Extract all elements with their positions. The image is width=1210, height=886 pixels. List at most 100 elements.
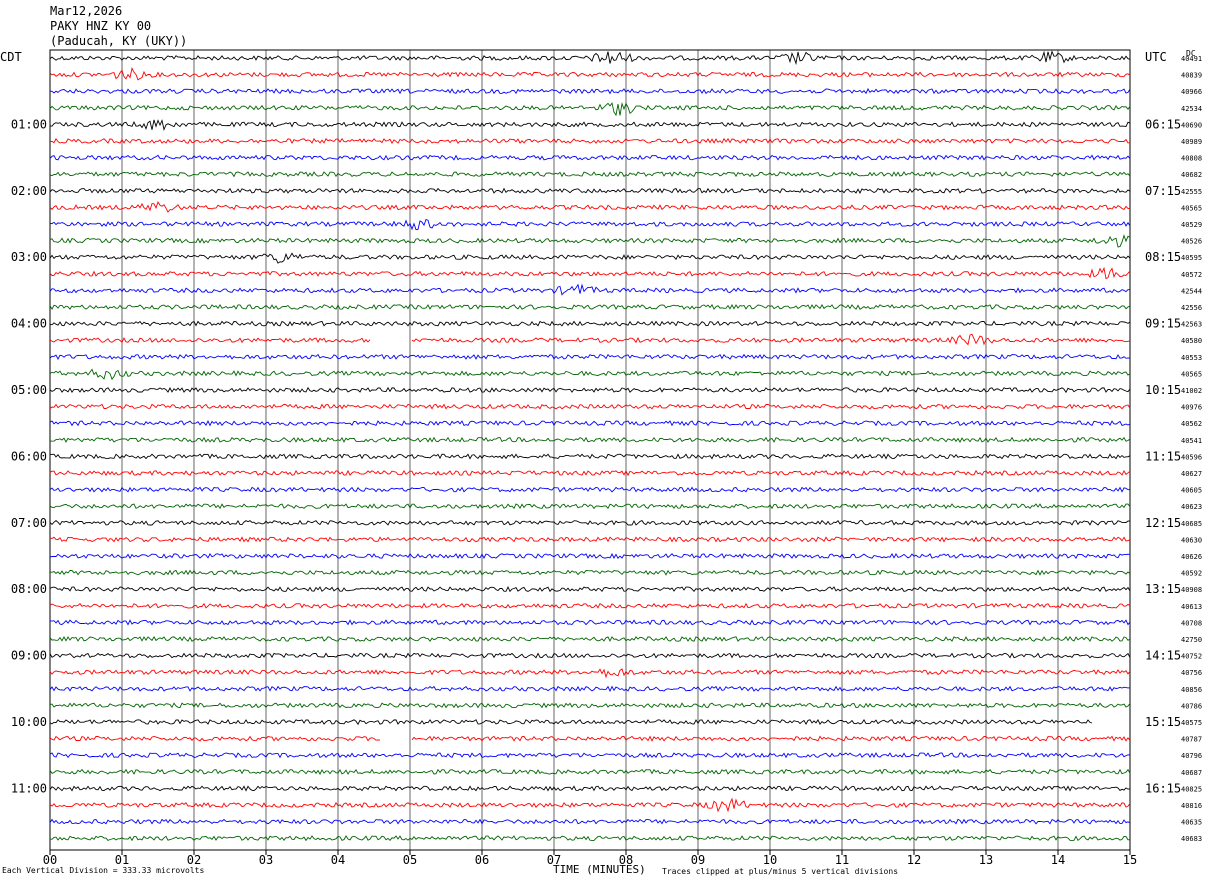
x-tick-label: 13	[979, 853, 993, 867]
trace-42	[49, 752, 1131, 759]
right-hour-label: 07:15	[1145, 184, 1181, 198]
dc-offset-label: 40635	[1181, 819, 1202, 827]
left-timezone-label: CDT	[0, 50, 22, 64]
dc-offset-labels: 40491 40839 40966 42534 40690 40989 40808 40682…	[1181, 55, 1202, 843]
x-tick-label: 12	[907, 853, 921, 867]
vertical-division-note: Each Vertical Division = 333.33 microvol…	[2, 866, 205, 875]
dc-offset-label: 40966	[1181, 88, 1202, 96]
dc-offset-label: 42556	[1181, 304, 1202, 312]
trace-29	[49, 536, 1131, 543]
dc-offset-label: 40690	[1181, 121, 1202, 129]
grid-lines	[49, 49, 1131, 851]
trace-44	[49, 785, 1131, 792]
trace-28	[49, 519, 1131, 526]
trace-47	[49, 835, 1131, 842]
dc-offset-label: 40626	[1181, 553, 1202, 561]
trace-4	[49, 119, 1131, 131]
trace-43	[49, 768, 1131, 775]
dc-offset-label: 40529	[1181, 221, 1202, 229]
dc-offset-label: 40856	[1181, 686, 1202, 694]
right-hour-label: 08:15	[1145, 250, 1181, 264]
dc-offset-label: 40565	[1181, 370, 1202, 378]
trace-22	[49, 420, 1131, 427]
trace-31	[49, 569, 1131, 576]
trace-35	[49, 635, 1131, 643]
right-hour-label: 06:15	[1145, 117, 1181, 131]
dc-offset-label: 40976	[1181, 404, 1202, 412]
right-hour-label: 14:15	[1145, 649, 1181, 663]
dc-offset-label: 40756	[1181, 669, 1202, 677]
dc-offset-label: 40683	[1181, 835, 1202, 843]
left-hour-label: 08:00	[11, 582, 47, 596]
trace-27	[49, 503, 1131, 510]
trace-26	[49, 486, 1130, 493]
trace-23	[49, 436, 1131, 443]
trace-36	[49, 652, 1131, 659]
right-hour-label: 16:15	[1145, 781, 1181, 795]
left-hour-label: 11:00	[11, 781, 47, 795]
trace-12	[49, 252, 1131, 264]
dc-offset-label: 40491	[1181, 55, 1202, 63]
trace-40	[49, 718, 1093, 726]
dc-offset-label: 41002	[1181, 387, 1202, 395]
trace-6	[49, 154, 1131, 161]
trace-38	[49, 685, 1131, 693]
dc-offset-label: 40787	[1181, 736, 1202, 744]
right-hour-label: 09:15	[1145, 317, 1181, 331]
dc-offset-label: 40687	[1181, 769, 1202, 777]
right-hour-label: 12:15	[1145, 516, 1181, 530]
left-hour-label: 09:00	[11, 649, 47, 663]
trace-1	[49, 66, 1131, 81]
dc-offset-label: 40796	[1181, 752, 1202, 760]
trace-21	[49, 403, 1131, 410]
dc-offset-label: 40630	[1181, 536, 1202, 544]
trace-25	[49, 469, 1131, 477]
left-hour-label: 07:00	[11, 516, 47, 530]
dc-offset-label: 40575	[1181, 719, 1202, 727]
trace-17	[49, 333, 1131, 346]
dc-offset-label: 40580	[1181, 337, 1202, 345]
seismic-traces	[49, 50, 1131, 842]
trace-7	[49, 171, 1131, 178]
dc-offset-label: 40595	[1181, 254, 1202, 262]
trace-15	[49, 303, 1131, 311]
trace-19	[49, 368, 1131, 381]
trace-9	[49, 201, 1131, 213]
trace-0	[49, 50, 1131, 66]
dc-offset-label: 42750	[1181, 636, 1202, 644]
x-tick-label: 14	[1051, 853, 1065, 867]
left-hour-label: 03:00	[11, 250, 47, 264]
dc-offset-label: 40541	[1181, 437, 1202, 445]
x-tick-label: 10	[763, 853, 777, 867]
x-tick-label: 08	[619, 853, 633, 867]
dc-offset-label: 40752	[1181, 653, 1202, 661]
trace-46	[49, 818, 1131, 825]
dc-offset-label: 40553	[1181, 354, 1202, 362]
trace-10	[49, 219, 1131, 231]
left-hour-label: 05:00	[11, 383, 47, 397]
dc-offset-label: 40825	[1181, 785, 1202, 793]
plot-frame	[49, 49, 1131, 851]
x-tick-label: 06	[475, 853, 489, 867]
left-hour-label: 02:00	[11, 184, 47, 198]
dc-offset-label: 40526	[1181, 238, 1202, 246]
dc-offset-label: 42563	[1181, 321, 1202, 329]
dc-offset-label: 40592	[1181, 570, 1202, 578]
trace-30	[49, 552, 1131, 560]
trace-13	[49, 266, 1131, 280]
dc-offset-label: 40572	[1181, 271, 1202, 279]
clipping-note: Traces clipped at plus/minus 5 vertical …	[662, 867, 899, 876]
dc-offset-label: 40908	[1181, 586, 1202, 594]
right-hour-label: 13:15	[1145, 582, 1181, 596]
left-hour-label: 01:00	[11, 117, 47, 131]
x-axis-label: TIME (MINUTES)	[553, 863, 646, 876]
station-label: PAKY HNZ KY 00	[50, 19, 152, 33]
x-axis-ticks: 00 01 02 03 04 05 06 07 08 09 10 11 12 13 14 15	[43, 850, 1137, 867]
right-hour-label: 11:15	[1145, 449, 1181, 463]
x-tick-label: 11	[835, 853, 849, 867]
right-timezone-label: UTC	[1145, 50, 1167, 64]
dc-offset-label: 42555	[1181, 188, 1202, 196]
x-tick-label: 04	[331, 853, 345, 867]
dc-offset-label: 40565	[1181, 204, 1202, 212]
